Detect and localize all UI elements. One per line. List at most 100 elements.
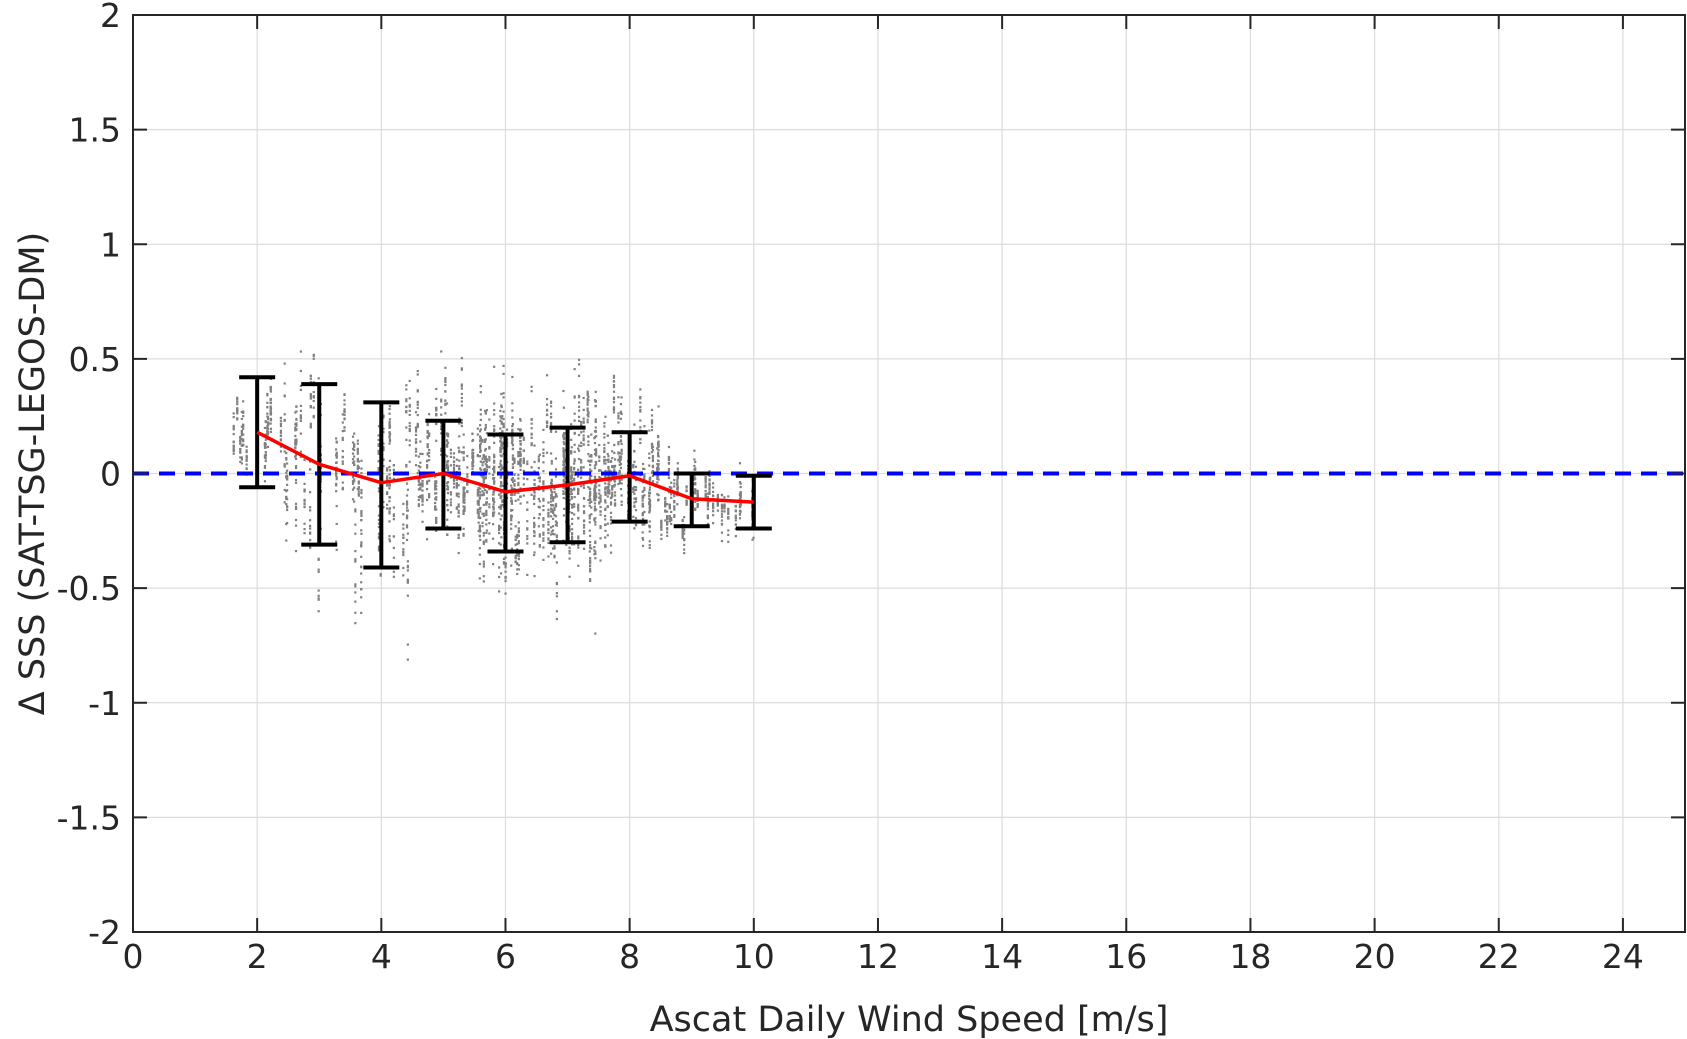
scatter-point bbox=[357, 482, 360, 485]
scatter-point bbox=[514, 543, 517, 546]
scatter-point bbox=[676, 483, 679, 486]
scatter-point bbox=[499, 468, 502, 471]
scatter-point bbox=[542, 525, 545, 528]
scatter-point bbox=[530, 442, 533, 445]
scatter-point bbox=[648, 501, 651, 504]
scatter-point bbox=[696, 491, 699, 494]
scatter-point bbox=[283, 501, 286, 504]
scatter-point bbox=[570, 503, 574, 506]
scatter-point bbox=[360, 518, 363, 522]
scatter-point bbox=[612, 396, 616, 399]
scatter-point bbox=[493, 413, 496, 416]
scatter-point bbox=[604, 529, 607, 532]
scatter-point bbox=[377, 452, 380, 455]
scatter-point bbox=[377, 425, 381, 428]
scatter-point bbox=[446, 441, 450, 444]
scatter-point bbox=[510, 564, 513, 567]
scatter-point bbox=[657, 445, 660, 448]
scatter-point bbox=[609, 551, 613, 554]
scatter-point bbox=[286, 469, 289, 472]
scatter-point bbox=[435, 520, 438, 524]
scatter-point bbox=[482, 478, 485, 481]
scatter-point bbox=[517, 460, 520, 463]
scatter-point bbox=[435, 496, 438, 499]
scatter-point bbox=[485, 518, 488, 521]
scatter-point bbox=[673, 479, 676, 482]
scatter-point bbox=[283, 362, 286, 365]
scatter-point bbox=[449, 464, 453, 467]
scatter-point bbox=[416, 369, 419, 373]
scatter-point bbox=[388, 405, 392, 408]
scatter-point bbox=[519, 442, 522, 446]
scatter-point bbox=[588, 517, 591, 520]
scatter-point bbox=[633, 460, 636, 463]
scatter-point bbox=[573, 450, 576, 454]
scatter-point bbox=[478, 577, 481, 580]
scatter-point bbox=[471, 448, 475, 451]
scatter-point bbox=[577, 447, 580, 450]
scatter-point bbox=[382, 465, 385, 468]
scatter-point bbox=[603, 443, 606, 446]
scatter-point bbox=[542, 483, 545, 486]
scatter-point bbox=[696, 505, 699, 509]
scatter-point bbox=[299, 450, 302, 453]
scatter-point bbox=[553, 508, 556, 511]
scatter-point bbox=[517, 428, 520, 431]
scatter-point bbox=[613, 502, 617, 505]
scatter-point bbox=[619, 455, 623, 458]
scatter-point bbox=[598, 456, 601, 459]
scatter-point bbox=[617, 471, 620, 475]
scatter-point bbox=[485, 511, 488, 514]
scatter-point bbox=[382, 500, 385, 504]
scatter-point bbox=[435, 422, 438, 426]
scatter-point bbox=[351, 480, 355, 483]
scatter-point bbox=[419, 440, 422, 443]
scatter-point bbox=[462, 527, 465, 530]
scatter-point bbox=[440, 400, 443, 403]
scatter-point bbox=[317, 570, 320, 573]
scatter-point bbox=[481, 457, 484, 460]
scatter-point bbox=[457, 484, 460, 487]
scatter-point bbox=[641, 544, 645, 548]
scatter-point bbox=[519, 436, 522, 439]
scatter-point bbox=[240, 417, 243, 421]
scatter-point bbox=[589, 463, 592, 467]
scatter-point bbox=[545, 374, 549, 377]
scatter-point bbox=[549, 507, 553, 510]
scatter-point bbox=[266, 431, 269, 434]
scatter-point bbox=[594, 632, 597, 635]
scatter-point bbox=[588, 477, 591, 480]
scatter-point bbox=[586, 409, 589, 412]
scatter-point bbox=[478, 534, 481, 537]
scatter-point bbox=[269, 419, 273, 422]
scatter-point bbox=[500, 405, 503, 409]
scatter-point bbox=[341, 429, 344, 433]
scatter-point bbox=[386, 492, 389, 495]
scatter-point bbox=[712, 510, 715, 513]
scatter-point bbox=[351, 498, 355, 501]
scatter-point bbox=[463, 509, 466, 513]
scatter-point bbox=[553, 533, 556, 536]
scatter-point bbox=[563, 449, 566, 452]
scatter-point bbox=[517, 521, 520, 524]
scatter-point bbox=[484, 463, 487, 466]
scatter-point bbox=[590, 513, 593, 516]
scatter-point bbox=[303, 490, 306, 493]
scatter-point bbox=[388, 473, 391, 476]
scatter-point bbox=[504, 566, 507, 569]
scatter-point bbox=[421, 499, 424, 502]
scatter-point bbox=[593, 437, 596, 440]
scatter-point bbox=[568, 549, 571, 552]
scatter-point bbox=[485, 529, 489, 532]
scatter-point bbox=[582, 420, 585, 423]
scatter-point bbox=[582, 396, 585, 400]
scatter-point bbox=[573, 513, 576, 516]
scatter-point bbox=[482, 563, 485, 566]
scatter-point bbox=[449, 498, 453, 501]
scatter-point bbox=[618, 452, 621, 455]
scatter-point bbox=[294, 481, 298, 484]
scatter-point bbox=[449, 491, 453, 494]
scatter-point bbox=[720, 519, 724, 522]
scatter-point bbox=[618, 463, 621, 467]
scatter-point bbox=[242, 400, 245, 403]
